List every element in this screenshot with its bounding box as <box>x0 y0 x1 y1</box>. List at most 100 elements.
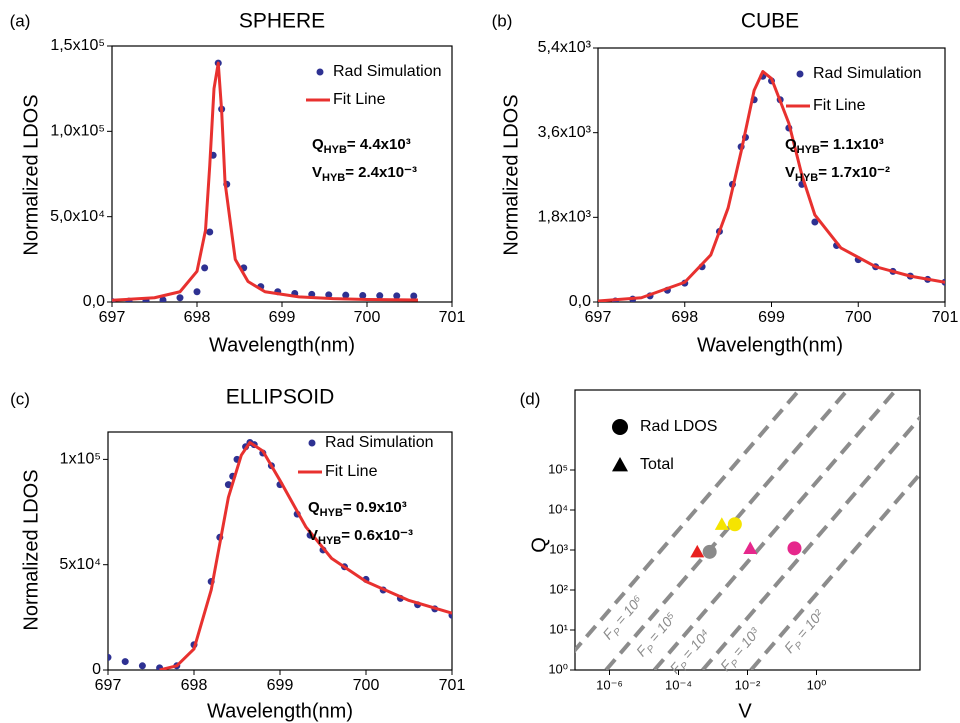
text-part: V <box>308 527 318 544</box>
plot-area <box>575 390 920 670</box>
plot-area <box>112 59 419 302</box>
reference-line <box>604 390 849 670</box>
x-tick-label: 699 <box>758 309 785 326</box>
x-tick-label: 701 <box>439 677 466 694</box>
marker-dot <box>201 264 209 272</box>
panel: SPHERE (a) Wavelength(nm) Normalized LDOS 69… <box>10 10 466 357</box>
y-tick-label: 0,0 <box>569 293 591 310</box>
reference-label: FP = 10² <box>781 605 831 658</box>
marker-dot <box>108 653 112 661</box>
marker-dot <box>159 296 167 302</box>
legend-label: Rad Simulation <box>333 63 442 80</box>
legend-label: Total <box>640 456 674 473</box>
text-part: Q <box>308 499 320 516</box>
x-tick-label: 699 <box>267 677 294 694</box>
y-tick-label: 5,4x10³ <box>538 39 592 56</box>
panel-label: (d) <box>520 389 541 408</box>
marker-dot <box>410 292 418 300</box>
subscript: HYB <box>795 172 818 184</box>
y-tick-label: 1,5x10⁵ <box>50 37 105 54</box>
text-part: = 1.1x10³ <box>820 136 884 153</box>
plot-frame <box>107 431 453 671</box>
legend-marker <box>612 457 628 472</box>
y-tick-label: 10¹ <box>549 621 568 636</box>
marker-dot <box>342 291 350 299</box>
legend-marker <box>796 70 804 78</box>
y-tick-label: 1,8x10³ <box>538 209 592 226</box>
text-part: V <box>312 164 322 181</box>
text-part: = 2.4x10⁻³ <box>345 164 417 181</box>
text-part: = 1.7x10⁻² <box>818 164 890 181</box>
y-axis-label: Normalized LDOS <box>500 94 522 255</box>
legend-label: Rad Simulation <box>813 65 922 82</box>
marker-dot <box>376 292 384 300</box>
y-tick-label: 10⁵ <box>548 461 568 476</box>
marker-dot <box>787 541 802 556</box>
marker-dot <box>193 288 201 296</box>
y-axis-label: Normalized LDOS <box>20 94 42 255</box>
annotation: VHYB= 0.6x10⁻³ <box>308 527 413 547</box>
text-part: Q <box>312 136 324 153</box>
reference-label: FP = 10⁶ <box>599 592 649 645</box>
y-tick-label: 0,0 <box>83 293 105 310</box>
y-tick-label: 0 <box>92 661 101 678</box>
y-tick-label: 10² <box>549 581 568 596</box>
reference-label: FP = 10⁴ <box>666 626 716 679</box>
marker-dot <box>702 544 717 559</box>
y-tick-label: 5,0x10⁴ <box>50 208 105 225</box>
x-tick-label: 697 <box>99 309 126 326</box>
annotation: QHYB= 4.4x10³ <box>312 136 411 156</box>
subscript: HYB <box>320 507 343 519</box>
reference-label: FP = 10⁵ <box>633 609 683 662</box>
reference-line <box>575 390 801 654</box>
subscript: HYB <box>318 535 341 547</box>
text-part: = 10³ <box>727 624 763 662</box>
subscript: HYB <box>322 172 345 184</box>
x-tick-label: 10⁻⁴ <box>665 677 692 692</box>
text-part: = 10⁴ <box>676 626 713 665</box>
y-tick-label: 10⁴ <box>548 501 568 516</box>
y-tick-label: 1x10⁵ <box>60 451 101 468</box>
x-tick-label: 697 <box>95 677 122 694</box>
text-part: = 10² <box>790 605 827 644</box>
panel: ELLIPSOID (c) Wavelength(nm) Normalized LDO… <box>10 386 465 723</box>
x-tick-label: 10⁻⁶ <box>596 677 623 692</box>
annotation: QHYB= 0.9x10³ <box>308 499 407 519</box>
marker-dot <box>359 292 367 300</box>
subscript: HYB <box>797 144 820 156</box>
marker-dot <box>121 658 129 666</box>
fit-line <box>159 441 452 670</box>
plot-frame <box>597 47 946 303</box>
reference-line <box>701 414 920 670</box>
marker-dot <box>206 228 214 236</box>
panel-label: (b) <box>492 11 513 30</box>
marker-triangle <box>743 541 758 554</box>
plot-area <box>108 439 452 670</box>
x-tick-label: 698 <box>184 309 211 326</box>
text-part: Q <box>785 136 797 153</box>
text-part: = 10⁶ <box>609 592 646 631</box>
fit-line <box>112 61 419 302</box>
legend-label: Fit Line <box>333 91 386 108</box>
panel-title: SPHERE <box>239 10 325 33</box>
legend-marker <box>308 439 316 447</box>
legend-label: Rad LDOS <box>640 418 717 435</box>
y-axis-label: Q <box>528 537 550 553</box>
legend-marker <box>612 419 628 435</box>
annotation: VHYB= 2.4x10⁻³ <box>312 164 417 184</box>
x-tick-label: 699 <box>269 309 296 326</box>
marker-dot <box>393 292 401 300</box>
x-axis-label: Wavelength(nm) <box>697 334 843 356</box>
x-tick-label: 698 <box>181 677 208 694</box>
y-tick-label: 10³ <box>549 541 568 556</box>
panel-title: ELLIPSOID <box>226 386 335 409</box>
text-part: = 0.6x10⁻³ <box>341 527 413 544</box>
panel-label: (a) <box>10 11 31 30</box>
legend-label: Rad Simulation <box>325 434 434 451</box>
y-tick-label: 3,6x10³ <box>538 124 592 141</box>
x-tick-label: 697 <box>585 309 612 326</box>
x-tick-label: 700 <box>354 309 381 326</box>
x-tick-label: 701 <box>439 309 466 326</box>
